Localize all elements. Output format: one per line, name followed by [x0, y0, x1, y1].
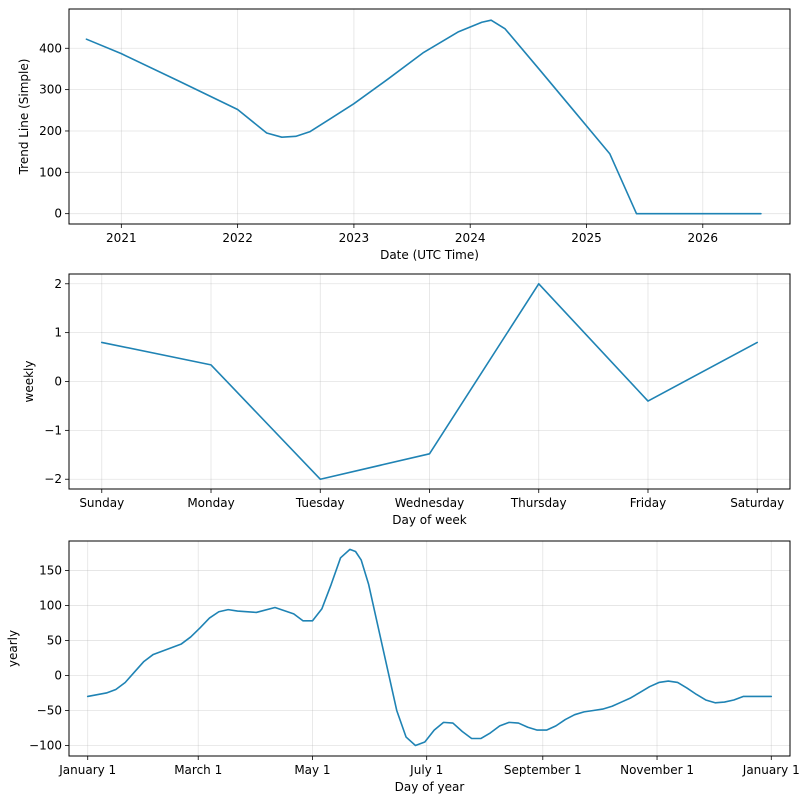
x-tick-label: 2025: [571, 231, 602, 245]
x-tick-label: Monday: [187, 496, 234, 510]
x-tick-label: March 1: [174, 763, 222, 777]
yearly-chart: January 1 March 1 May 1 July 1 September 1 No…: [6, 540, 800, 794]
trend-chart: 2021 2022 2023 2024 2025 2026 0 100 200 300 400 Dat…: [17, 8, 791, 262]
x-tick-label: July 1: [409, 763, 443, 777]
trend-plot-frame: [68, 8, 791, 225]
x-tick-label: Wednesday: [395, 496, 464, 510]
y-tick-label: 100: [39, 598, 62, 612]
yearly-y-axis-label: yearly: [6, 630, 20, 667]
x-tick-label: Tuesday: [295, 496, 345, 510]
y-tick-label: 1: [54, 326, 62, 340]
trend-series-line: [85, 19, 762, 215]
x-tick-label: January 1: [58, 763, 116, 777]
y-tick-label: 2: [54, 277, 62, 291]
x-tick-label: Saturday: [730, 496, 784, 510]
yearly-x-axis-label: Day of year: [395, 780, 465, 794]
y-tick-label: 100: [39, 165, 62, 179]
weekly-series-line: [100, 282, 759, 481]
trend-x-axis-label: Date (UTC Time): [380, 248, 479, 262]
y-tick-label: 0: [54, 668, 62, 682]
y-tick-label: 0: [54, 375, 62, 389]
x-tick-label: 2024: [455, 231, 486, 245]
x-tick-label: 2026: [688, 231, 719, 245]
x-tick-label: 2022: [222, 231, 253, 245]
weekly-y-axis-label: weekly: [22, 361, 36, 403]
yearly-series-line: [86, 548, 773, 747]
y-tick-label: −100: [29, 738, 62, 752]
x-tick-label: Friday: [630, 496, 666, 510]
y-tick-label: 300: [39, 83, 62, 97]
y-tick-label: 150: [39, 563, 62, 577]
weekly-x-axis-label: Day of week: [392, 513, 466, 527]
x-tick-label: 2021: [106, 231, 137, 245]
x-tick-label: November 1: [620, 763, 694, 777]
weekly-chart: Sunday Monday Tuesday Wednesday Thursday Frid…: [22, 273, 791, 527]
y-tick-label: 0: [54, 207, 62, 221]
x-tick-label: January 1: [742, 763, 800, 777]
x-tick-label: Thursday: [510, 496, 567, 510]
x-tick-label: Sunday: [79, 496, 124, 510]
y-tick-label: −2: [44, 472, 62, 486]
yearly-plot-frame: [68, 540, 791, 757]
y-tick-label: 200: [39, 124, 62, 138]
y-tick-label: −50: [37, 703, 62, 717]
y-tick-label: 400: [39, 41, 62, 55]
x-tick-label: 2023: [339, 231, 370, 245]
y-tick-label: 50: [47, 633, 62, 647]
y-tick-label: −1: [44, 423, 62, 437]
x-tick-label: May 1: [294, 763, 330, 777]
trend-y-axis-label: Trend Line (Simple): [17, 59, 31, 176]
x-tick-label: September 1: [504, 763, 582, 777]
